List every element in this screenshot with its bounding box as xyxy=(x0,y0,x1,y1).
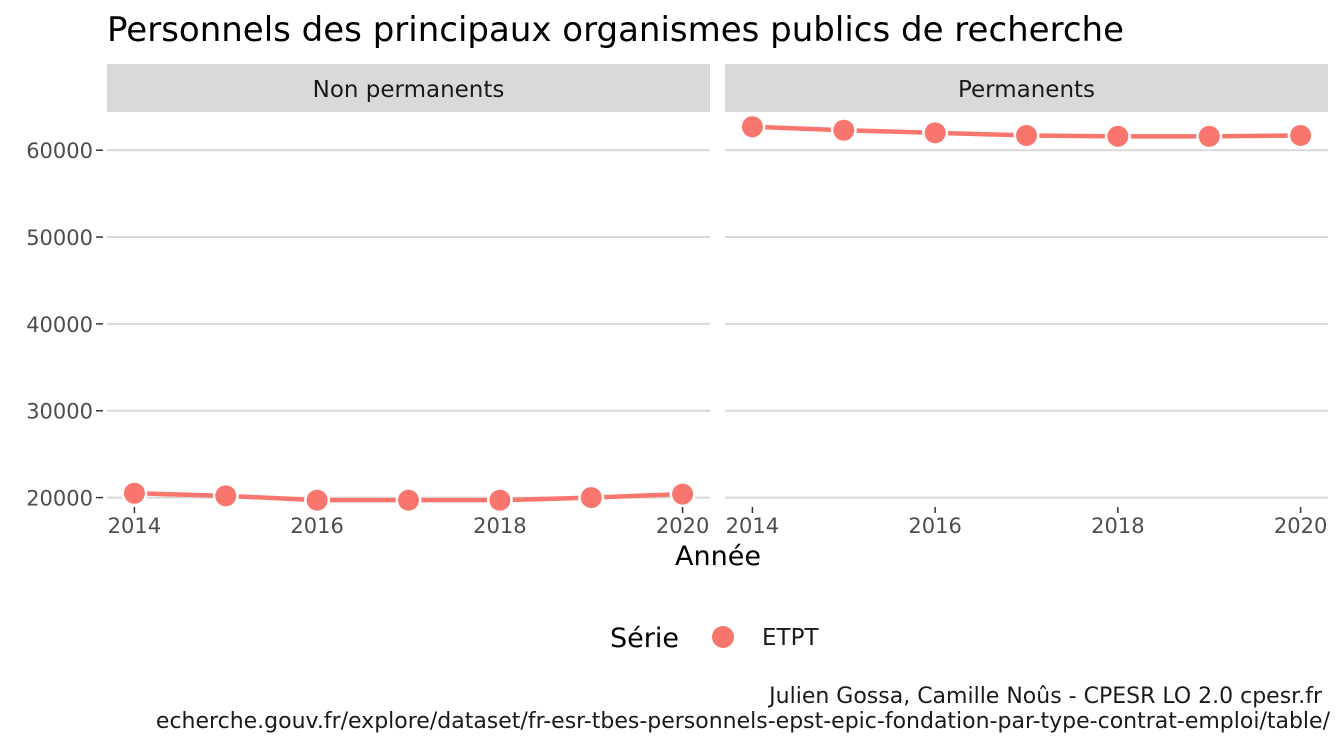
data-point xyxy=(833,119,855,141)
data-point xyxy=(1198,125,1220,147)
data-point xyxy=(1290,124,1312,146)
legend-label-etpt: ETPT xyxy=(762,625,819,651)
legend-key-etpt xyxy=(712,626,734,648)
x-tick-label: 2016 xyxy=(290,514,343,538)
data-point xyxy=(398,489,419,511)
facet-strip-label: Permanents xyxy=(958,77,1095,103)
data-point xyxy=(1107,125,1129,147)
x-tick-label: 2016 xyxy=(908,514,961,538)
x-tick-label: 2018 xyxy=(1091,514,1144,538)
facet-strip-label: Non permanents xyxy=(313,77,505,103)
x-tick-label: 2020 xyxy=(1274,514,1327,538)
data-point xyxy=(306,489,328,511)
legend-title: Série xyxy=(610,623,679,654)
facet-strip xyxy=(107,64,710,112)
x-tick-label: 2014 xyxy=(108,514,161,538)
legend: Série ETPT xyxy=(610,623,819,654)
y-tick-label: 40000 xyxy=(26,313,93,337)
data-point xyxy=(1016,124,1037,146)
facet-strip xyxy=(725,64,1328,112)
data-point xyxy=(215,485,237,507)
panel-permanents: Permanents 2014 2016 2018 2020 xyxy=(725,64,1328,538)
data-point xyxy=(580,487,602,509)
x-tick-label: 2020 xyxy=(656,514,709,538)
y-axis: 20000 30000 40000 50000 60000 xyxy=(26,139,103,511)
data-point xyxy=(924,122,946,144)
data-point xyxy=(741,116,763,138)
data-point xyxy=(123,482,145,504)
panel-non-permanents: Non permanents 2014 2016 2018 2020 xyxy=(107,64,710,538)
caption-credits: Julien Gossa, Camille Noûs - CPESR LO 2.… xyxy=(769,684,1322,709)
data-point xyxy=(672,483,694,505)
chart-title: Personnels des principaux organismes pub… xyxy=(107,10,1124,50)
y-tick-label: 50000 xyxy=(26,226,93,250)
data-point xyxy=(489,489,511,511)
y-tick-label: 60000 xyxy=(26,139,93,163)
y-tick-label: 30000 xyxy=(26,400,93,424)
x-axis-title: Année xyxy=(675,541,761,572)
x-tick-label: 2014 xyxy=(726,514,779,538)
caption-source: echerche.gouv.fr/explore/dataset/fr-esr-… xyxy=(155,709,1330,734)
y-tick-label: 20000 xyxy=(26,487,93,511)
x-tick-label: 2018 xyxy=(473,514,526,538)
